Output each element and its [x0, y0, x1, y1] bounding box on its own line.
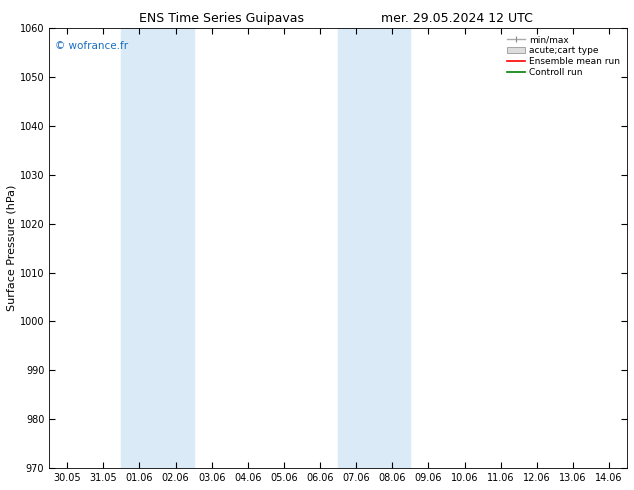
- Text: ENS Time Series Guipavas: ENS Time Series Guipavas: [139, 12, 304, 25]
- Text: mer. 29.05.2024 12 UTC: mer. 29.05.2024 12 UTC: [380, 12, 533, 25]
- Y-axis label: Surface Pressure (hPa): Surface Pressure (hPa): [7, 185, 17, 311]
- Legend: min/max, acute;cart type, Ensemble mean run, Controll run: min/max, acute;cart type, Ensemble mean …: [505, 33, 623, 79]
- Bar: [122, 28, 193, 468]
- Bar: [338, 28, 410, 468]
- Text: © wofrance.fr: © wofrance.fr: [55, 41, 128, 51]
